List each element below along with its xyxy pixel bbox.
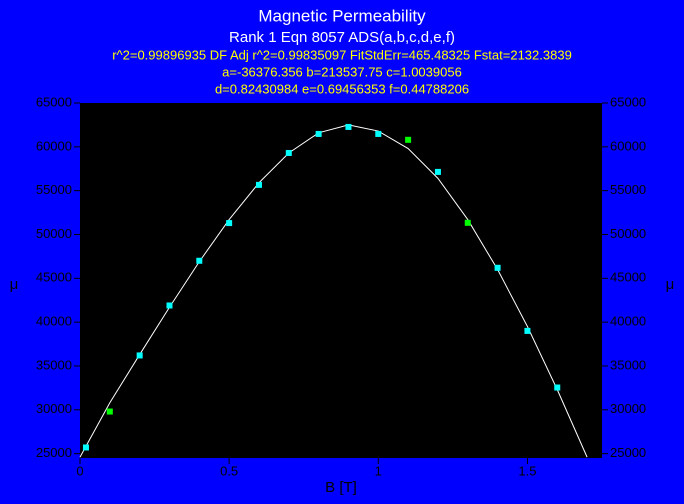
data-point	[375, 130, 382, 137]
y-tick-label: 45000	[36, 270, 72, 285]
data-point	[315, 130, 322, 137]
data-point	[524, 327, 531, 334]
plot-area	[80, 103, 602, 458]
y2-tick-label: 45000	[610, 270, 646, 285]
data-point	[136, 352, 143, 359]
y2-axis-label: μ	[666, 276, 675, 293]
y2-tick-label: 30000	[610, 401, 646, 416]
subtitle: a=-36376.356 b=213537.75 c=1.0039056	[222, 64, 462, 79]
x-tick-label: 0.5	[220, 463, 238, 478]
data-point	[345, 123, 352, 130]
y2-tick-label: 25000	[610, 445, 646, 460]
subtitle: Rank 1 Eqn 8057 ADS(a,b,c,d,e,f)	[229, 29, 455, 46]
y-tick-label: 65000	[36, 94, 72, 109]
data-point	[166, 302, 173, 309]
data-point	[464, 219, 471, 226]
y2-tick-label: 65000	[610, 94, 646, 109]
y-tick-label: 40000	[36, 314, 72, 329]
data-point	[554, 384, 561, 391]
y-tick-label: 35000	[36, 357, 72, 372]
y2-tick-label: 40000	[610, 314, 646, 329]
y-tick-label: 55000	[36, 182, 72, 197]
y-tick-label: 60000	[36, 138, 72, 153]
subtitle: d=0.82430984 e=0.69456353 f=0.44788206	[215, 81, 469, 96]
x-tick-label: 0	[76, 463, 83, 478]
y2-tick-label: 50000	[610, 226, 646, 241]
x-tick-label: 1.5	[518, 463, 536, 478]
data-point	[405, 136, 412, 143]
chart-title: Magnetic Permeability	[258, 6, 426, 25]
y-tick-label: 25000	[36, 445, 72, 460]
y2-tick-label: 35000	[610, 357, 646, 372]
subtitle: r^2=0.99896935 DF Adj r^2=0.99835097 Fit…	[112, 47, 572, 62]
data-point	[226, 220, 233, 227]
y-axis-label: μ	[10, 276, 19, 293]
y-tick-label: 50000	[36, 226, 72, 241]
data-point	[255, 181, 262, 188]
y2-tick-label: 55000	[610, 182, 646, 197]
data-point	[434, 168, 441, 175]
x-tick-label: 1	[375, 463, 382, 478]
data-point	[494, 264, 501, 271]
x-axis-label: B [T]	[325, 479, 357, 496]
data-point	[82, 444, 89, 451]
y-tick-label: 30000	[36, 401, 72, 416]
data-point	[106, 408, 113, 415]
y2-tick-label: 60000	[610, 138, 646, 153]
data-point	[285, 149, 292, 156]
fit-curve	[79, 124, 588, 458]
data-point	[196, 257, 203, 264]
